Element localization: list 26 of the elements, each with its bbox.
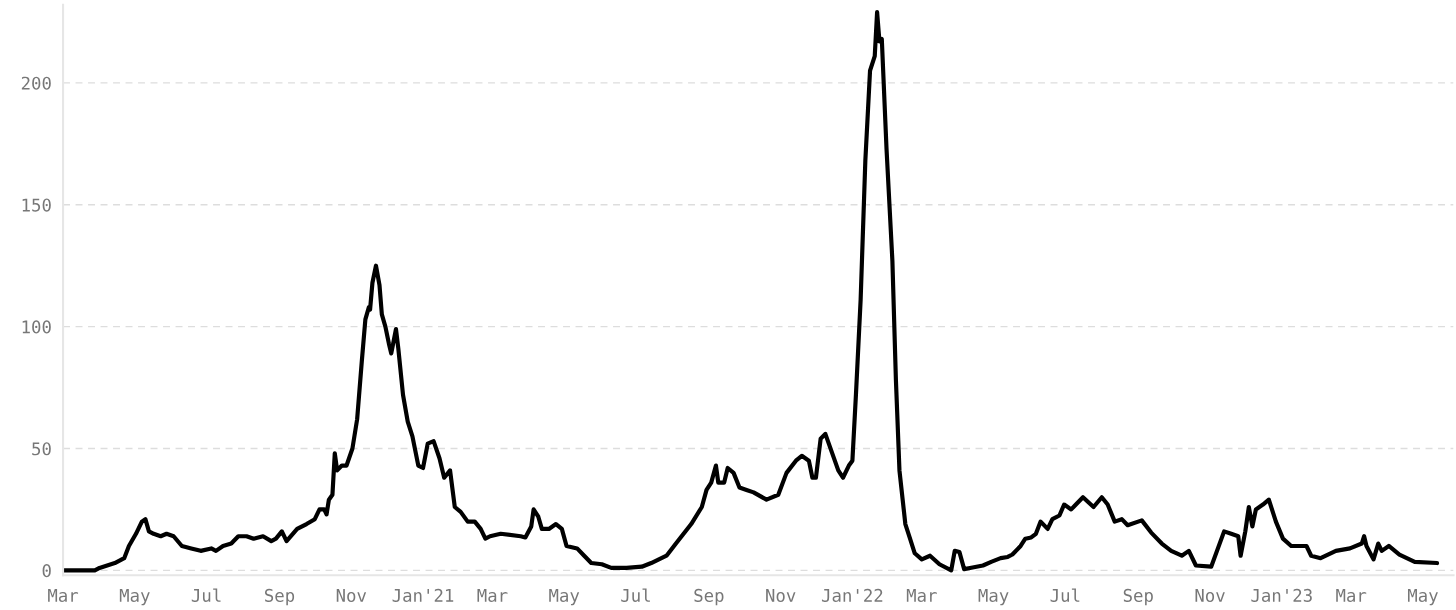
y-tick-label: 200 bbox=[21, 76, 51, 90]
x-tick-label: May bbox=[978, 589, 1009, 606]
y-tick-label: 100 bbox=[22, 320, 51, 334]
line-series bbox=[63, 10, 1440, 573]
x-tick-label: Mar bbox=[477, 589, 508, 602]
x-tick-label: Jul bbox=[621, 588, 650, 602]
x-tick-label: Sep bbox=[694, 588, 724, 606]
x-tick-label: Jan'23 bbox=[1251, 588, 1312, 602]
x-tick-label: May bbox=[119, 589, 150, 606]
y-tick-label: 150 bbox=[22, 198, 51, 212]
x-tick-label: Mar bbox=[1336, 589, 1367, 602]
x-tick-label: Mar bbox=[48, 589, 79, 602]
x-tick-label: Sep bbox=[1123, 588, 1153, 606]
x-tick-label: Nov bbox=[1195, 589, 1225, 602]
x-tick-label: Jul bbox=[191, 588, 221, 602]
x-tick-label: Nov bbox=[336, 589, 367, 602]
x-tick-label: Jan'22 bbox=[821, 588, 883, 602]
y-tick-label: 50 bbox=[32, 442, 51, 456]
x-tick-label: Sep bbox=[265, 588, 295, 606]
x-tick-label: May bbox=[549, 589, 580, 606]
x-tick-label: Nov bbox=[766, 589, 796, 602]
y-tick-label: 0 bbox=[42, 564, 51, 578]
x-tick-label: Mar bbox=[906, 589, 937, 602]
x-tick-label: Jan'21 bbox=[392, 588, 454, 602]
x-tick-label: Jul bbox=[1050, 588, 1080, 602]
x-tick-label: May bbox=[1407, 589, 1438, 606]
